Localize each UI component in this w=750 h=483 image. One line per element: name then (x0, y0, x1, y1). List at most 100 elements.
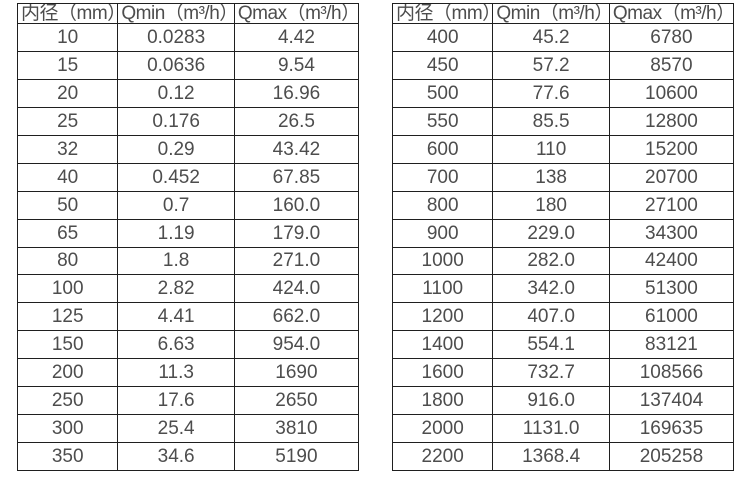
header-row: 内径（mm） Qmin（m³/h） Qmax（m³/h） (391, 3, 735, 24)
table-row: 900 229.0 34300 (391, 218, 735, 248)
table-cell: 600 (391, 134, 494, 164)
flow-range-table-large-diameters: 内径（mm） Qmin（m³/h） Qmax（m³/h） 400 45.2 6780 450… (391, 3, 735, 471)
table-cell: 67.85 (233, 162, 360, 192)
table-row: 250 17.6 2650 (16, 386, 360, 416)
table-cell: 0.0283 (117, 23, 235, 52)
table-row: 50 0.7 160.0 (16, 190, 360, 220)
table-cell: 110 (492, 134, 610, 164)
table-cell: 1690 (233, 358, 360, 388)
table-row: 2200 1368.4 205258 (391, 442, 735, 471)
header-row: 内径（mm） Qmin（m³/h） Qmax（m³/h） (16, 3, 360, 24)
column-header-0: 内径（mm） (391, 3, 494, 24)
table-cell: 83121 (608, 330, 735, 360)
table-row: 350 34.6 5190 (16, 442, 360, 471)
table-cell: 1368.4 (492, 442, 610, 471)
table-cell: 700 (391, 162, 494, 192)
table-cell: 10 (16, 23, 119, 52)
table-cell: 271.0 (233, 246, 360, 276)
table-row: 150 6.63 954.0 (16, 330, 360, 360)
table-cell: 916.0 (492, 386, 610, 416)
table-cell: 10600 (608, 78, 735, 108)
table-cell: 200 (16, 358, 119, 388)
column-header-2: Qmax（m³/h） (608, 3, 735, 24)
table-cell: 15 (16, 50, 119, 80)
table-cell: 20 (16, 78, 119, 108)
table-cell: 400 (391, 23, 494, 52)
table-cell: 12800 (608, 106, 735, 136)
table-row: 500 77.6 10600 (391, 78, 735, 108)
table-cell: 51300 (608, 274, 735, 304)
table-cell: 8570 (608, 50, 735, 80)
table-row: 200 11.3 1690 (16, 358, 360, 388)
table-cell: 169635 (608, 414, 735, 444)
table-row: 400 45.2 6780 (391, 23, 735, 52)
table-row: 1000 282.0 42400 (391, 246, 735, 276)
column-header-0: 内径（mm） (16, 3, 119, 24)
table-cell: 1800 (391, 386, 494, 416)
table-cell: 1400 (391, 330, 494, 360)
table-cell: 5190 (233, 442, 360, 471)
table-cell: 1200 (391, 302, 494, 332)
table-cell: 229.0 (492, 218, 610, 248)
table-cell: 65 (16, 218, 119, 248)
table-cell: 0.176 (117, 106, 235, 136)
table-cell: 125 (16, 302, 119, 332)
table-cell: 2200 (391, 442, 494, 471)
table-cell: 424.0 (233, 274, 360, 304)
table-row: 600 110 15200 (391, 134, 735, 164)
table-cell: 2.82 (117, 274, 235, 304)
table-cell: 100 (16, 274, 119, 304)
column-header-1: Qmin（m³/h） (492, 3, 610, 24)
table-cell: 57.2 (492, 50, 610, 80)
table-row: 800 180 27100 (391, 190, 735, 220)
table-cell: 450 (391, 50, 494, 80)
table-cell: 43.42 (233, 134, 360, 164)
table-cell: 1.19 (117, 218, 235, 248)
table-cell: 0.12 (117, 78, 235, 108)
table-row: 2000 1131.0 169635 (391, 414, 735, 444)
table-cell: 15200 (608, 134, 735, 164)
table-cell: 108566 (608, 358, 735, 388)
table-cell: 138 (492, 162, 610, 192)
table-cell: 1600 (391, 358, 494, 388)
table-row: 1200 407.0 61000 (391, 302, 735, 332)
table-cell: 3810 (233, 414, 360, 444)
table-cell: 2000 (391, 414, 494, 444)
table-cell: 662.0 (233, 302, 360, 332)
table-cell: 32 (16, 134, 119, 164)
table-cell: 4.42 (233, 23, 360, 52)
table-cell: 205258 (608, 442, 735, 471)
table-cell: 2650 (233, 386, 360, 416)
table-row: 10 0.0283 4.42 (16, 23, 360, 52)
table-row: 80 1.8 271.0 (16, 246, 360, 276)
table-cell: 4.41 (117, 302, 235, 332)
table-cell: 150 (16, 330, 119, 360)
table-cell: 9.54 (233, 50, 360, 80)
table-cell: 554.1 (492, 330, 610, 360)
table-cell: 25 (16, 106, 119, 136)
table-row: 1800 916.0 137404 (391, 386, 735, 416)
table-cell: 0.0636 (117, 50, 235, 80)
table-cell: 1100 (391, 274, 494, 304)
table-cell: 550 (391, 106, 494, 136)
table-cell: 61000 (608, 302, 735, 332)
table-cell: 26.5 (233, 106, 360, 136)
table-cell: 16.96 (233, 78, 360, 108)
table-cell: 20700 (608, 162, 735, 192)
table-cell: 500 (391, 78, 494, 108)
table-row: 1600 732.7 108566 (391, 358, 735, 388)
table-cell: 25.4 (117, 414, 235, 444)
table-cell: 900 (391, 218, 494, 248)
table-cell: 350 (16, 442, 119, 471)
table-cell: 180 (492, 190, 610, 220)
table-cell: 137404 (608, 386, 735, 416)
table-row: 125 4.41 662.0 (16, 302, 360, 332)
table-row: 32 0.29 43.42 (16, 134, 360, 164)
table-row: 15 0.0636 9.54 (16, 50, 360, 80)
table-cell: 800 (391, 190, 494, 220)
table-row: 25 0.176 26.5 (16, 106, 360, 136)
table-cell: 342.0 (492, 274, 610, 304)
table-cell: 85.5 (492, 106, 610, 136)
table-cell: 50 (16, 190, 119, 220)
